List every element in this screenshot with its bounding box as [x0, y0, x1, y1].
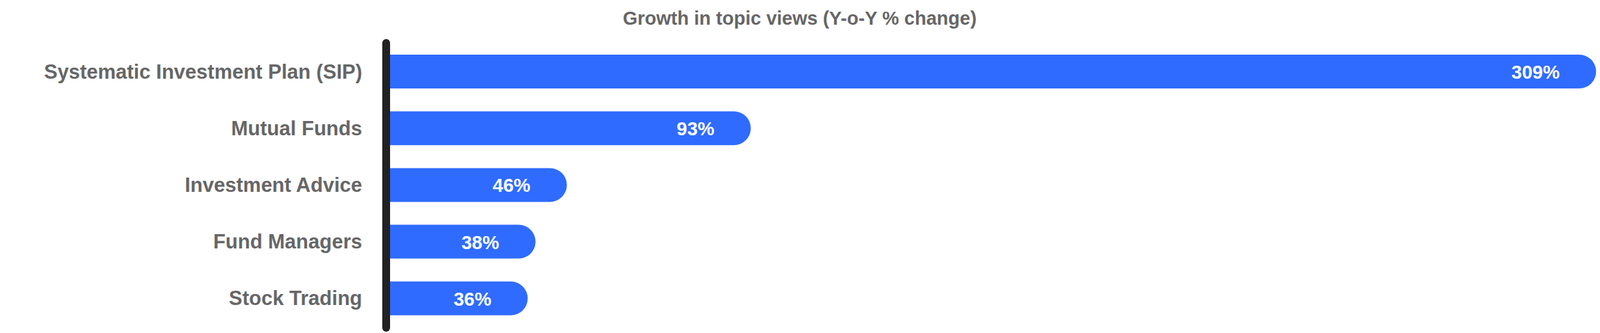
chart-container: Growth in topic views (Y-o-Y % change) Sy…: [0, 0, 1600, 333]
data-label: 309%: [1511, 61, 1560, 83]
data-label: 93%: [676, 118, 715, 140]
labels: Systematic Investment Plan (SIP) 309% Mutu…: [44, 60, 1560, 311]
bar: [386, 167, 567, 202]
bar: [386, 224, 536, 259]
data-label: 38%: [461, 232, 500, 253]
chart-title: Growth in topic views (Y-o-Y % change): [622, 7, 977, 29]
bar: [386, 54, 1597, 89]
chart-svg: Growth in topic views (Y-o-Y % change) Sy…: [0, 0, 1600, 333]
bar: [386, 281, 528, 316]
category-label: Systematic Investment Plan (SIP): [44, 60, 363, 84]
category-label: Investment Advice: [184, 173, 363, 197]
category-label: Mutual Funds: [231, 117, 363, 140]
bars: [386, 54, 1597, 316]
category-label: Stock Trading: [228, 286, 363, 310]
bar: [386, 111, 751, 145]
data-label: 46%: [492, 174, 531, 196]
category-label: Fund Managers: [213, 230, 363, 253]
data-label: 36%: [453, 288, 492, 310]
axis-line: [382, 42, 391, 328]
